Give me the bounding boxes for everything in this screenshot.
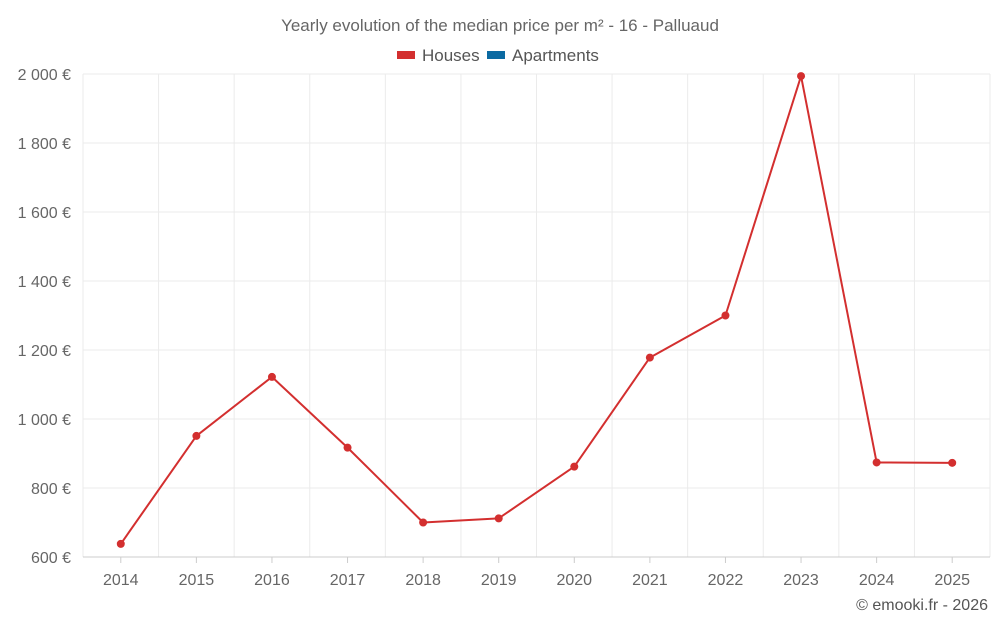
x-tick-label: 2021 [632,572,668,589]
y-tick-label: 1 000 € [18,412,71,429]
x-tick-label: 2023 [783,572,819,589]
x-tick-label: 2014 [103,572,139,589]
x-tick-label: 2024 [859,572,895,589]
x-tick-label: 2022 [708,572,744,589]
x-tick-label: 2015 [179,572,215,589]
x-tick-label: 2017 [330,572,366,589]
data-point[interactable] [872,458,881,467]
legend-label-houses[interactable]: Houses [422,46,480,65]
x-tick-label: 2019 [481,572,517,589]
x-tick-label: 2020 [556,572,592,589]
data-point[interactable] [343,443,352,452]
y-tick-label: 2 000 € [18,67,71,84]
chart-title: Yearly evolution of the median price per… [281,16,719,35]
series-line-houses [119,75,953,545]
data-point[interactable] [419,518,428,527]
legend-swatch-houses [397,51,415,59]
legend-swatch-apartments [487,51,505,59]
footer-credit: © emooki.fr - 2026 [856,597,988,614]
y-tick-label: 1 800 € [18,136,71,153]
y-tick-label: 800 € [31,481,71,498]
data-point[interactable] [570,462,579,471]
data-point[interactable] [267,372,276,381]
y-tick-label: 1 600 € [18,205,71,222]
x-tick-label: 2016 [254,572,290,589]
data-point[interactable] [116,539,125,548]
grid [82,73,991,558]
x-tick-label: 2025 [934,572,970,589]
y-tick-label: 1 400 € [18,274,71,291]
data-point[interactable] [645,353,654,362]
x-axis: 2014 2015 2016 2017 2018 2019 2020 2021 2022 2023… [83,556,990,589]
data-point[interactable] [948,458,957,467]
data-point[interactable] [721,311,730,320]
data-point[interactable] [797,72,806,81]
series-layer [116,72,957,548]
data-point[interactable] [494,514,503,523]
data-point[interactable] [192,431,201,440]
x-tick-label: 2018 [405,572,441,589]
y-axis: 600 € 800 € 1 000 € 1 200 € 1 400 € 1 600 € 1 … [18,67,71,567]
legend: Houses Apartments [397,46,599,65]
legend-label-apartments[interactable]: Apartments [512,46,599,65]
y-tick-label: 1 200 € [18,343,71,360]
y-tick-label: 600 € [31,550,71,567]
